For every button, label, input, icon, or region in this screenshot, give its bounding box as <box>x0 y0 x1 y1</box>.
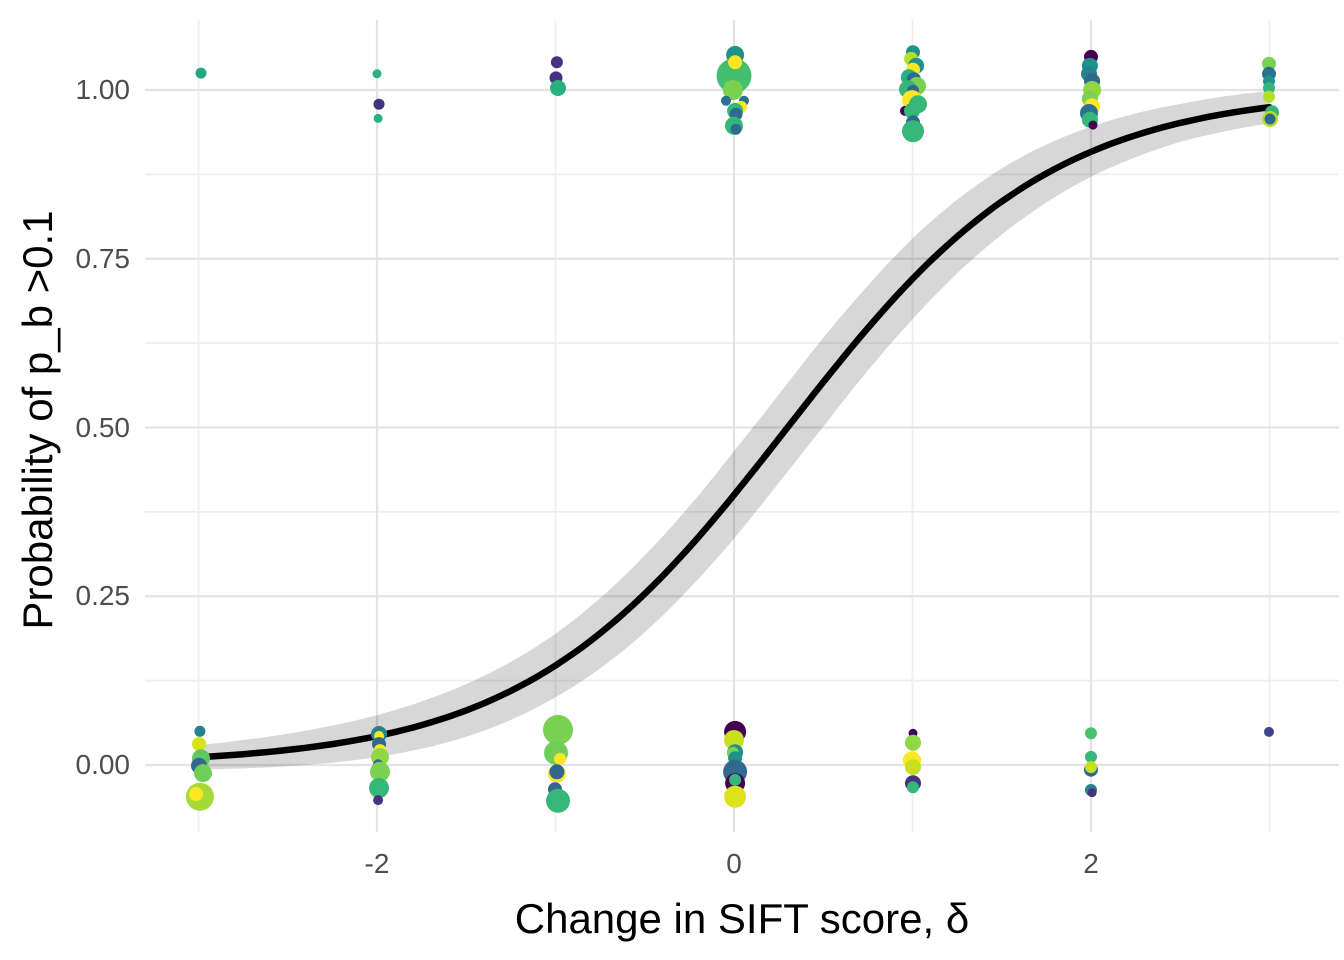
data-point <box>1085 761 1097 773</box>
y-tick-label: 0.75 <box>75 242 131 274</box>
data-point <box>905 734 921 751</box>
data-point <box>373 795 384 806</box>
data-point <box>1263 82 1275 94</box>
data-point <box>904 102 920 119</box>
data-point <box>1087 788 1097 798</box>
data-point <box>1088 120 1098 130</box>
data-point <box>194 764 212 783</box>
data-point <box>1085 727 1097 740</box>
data-point <box>721 95 731 106</box>
data-point <box>907 781 919 794</box>
y-tick-label: 0.50 <box>75 411 131 443</box>
y-tick-label: 0.25 <box>75 580 131 612</box>
data-point <box>194 725 206 737</box>
data-point <box>730 123 742 135</box>
data-point <box>1264 113 1276 125</box>
x-tick-label: -2 <box>364 848 390 879</box>
data-point <box>370 761 390 782</box>
data-point <box>554 752 566 765</box>
data-point <box>543 714 573 745</box>
data-point <box>905 759 921 775</box>
data-point <box>724 785 747 808</box>
data-point <box>902 120 924 143</box>
data-point <box>369 778 389 798</box>
data-point <box>192 737 206 752</box>
data-point <box>195 67 207 79</box>
data-point <box>373 113 383 123</box>
data-point <box>550 56 563 69</box>
data-point <box>550 80 566 96</box>
x-tick-label: 0 <box>726 848 742 879</box>
y-tick-label: 1.00 <box>75 74 131 105</box>
data-point <box>1085 750 1097 763</box>
data-point <box>1264 726 1274 737</box>
data-point <box>729 773 742 786</box>
data-point <box>189 787 203 801</box>
data-point <box>373 98 385 110</box>
data-point <box>546 788 570 813</box>
x-axis-title: Change in SIFT score, δ <box>514 895 970 942</box>
x-tick-label: 2 <box>1083 848 1099 879</box>
data-point <box>724 730 744 750</box>
data-point <box>728 55 743 70</box>
y-tick-label: 0.00 <box>75 749 131 780</box>
data-point <box>1263 90 1275 103</box>
data-point <box>722 80 743 100</box>
data-point <box>549 764 565 780</box>
data-point <box>372 69 382 79</box>
data-point <box>1262 56 1276 71</box>
